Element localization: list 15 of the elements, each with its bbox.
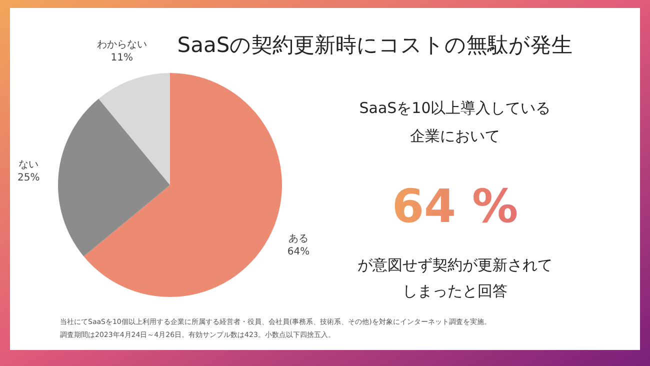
data-label: 64% [287, 246, 310, 258]
slice-label: ある [288, 233, 308, 244]
pie-slice [58, 98, 170, 256]
text: しまったと回答 [402, 282, 508, 300]
pie-slice [84, 73, 282, 297]
slice-label: ない [18, 160, 39, 171]
text: SaaSを10以上導入している [359, 99, 551, 117]
data-label: 25% [18, 172, 40, 184]
text: 企業において [410, 127, 500, 145]
text: SaaSの契約更新時にコストの無駄が発生 [177, 33, 573, 57]
text: が意図せず契約が更新されて [358, 256, 552, 274]
data-label: 11% [110, 52, 134, 64]
text: 64 % [392, 179, 518, 233]
slice-label: わからない [96, 39, 147, 50]
pie-slice [98, 73, 170, 185]
